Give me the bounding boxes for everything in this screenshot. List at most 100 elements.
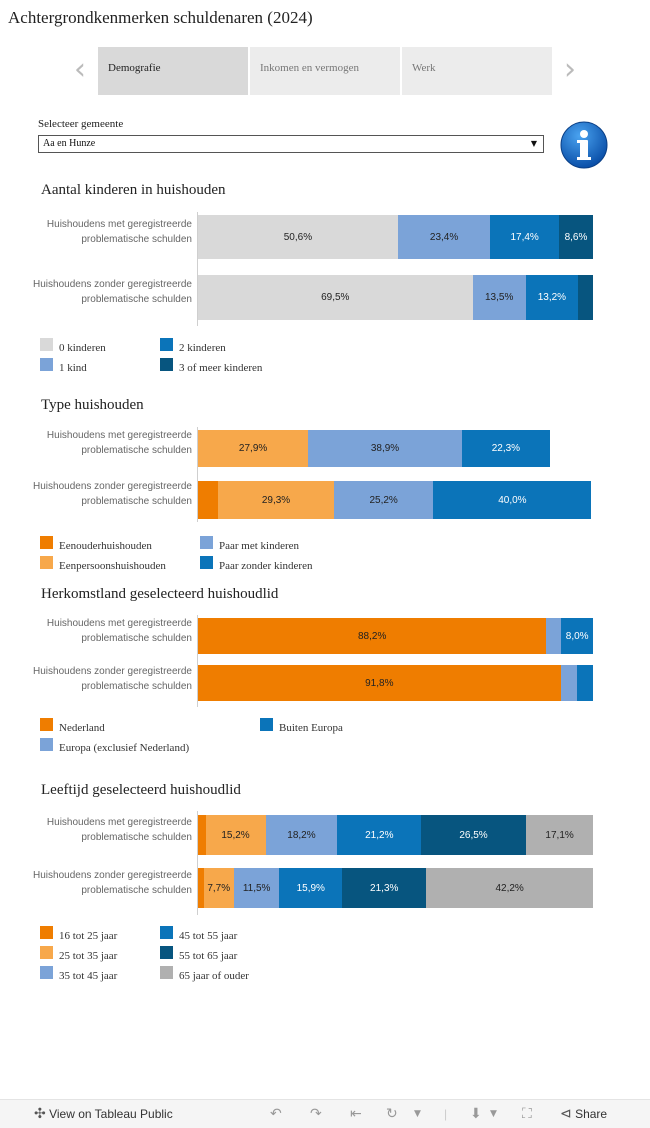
legend-swatch — [40, 946, 53, 959]
toolbar-divider: | — [444, 1107, 448, 1121]
chevron-left-icon[interactable]: ‹ — [74, 52, 86, 87]
legend-swatch — [160, 966, 173, 979]
refresh-icon[interactable]: ↻ — [386, 1106, 398, 1122]
page-title: Achtergrondkenmerken schuldenaren (2024) — [8, 8, 313, 27]
bar-segment[interactable]: 21,3% — [342, 868, 427, 908]
bar-segment[interactable]: 22,3% — [461, 430, 550, 467]
bar-segment[interactable]: 17,4% — [490, 215, 560, 259]
view-on-tableau-label: View on Tableau Public — [49, 1107, 173, 1121]
bar-segment[interactable] — [198, 868, 204, 908]
bar-segment[interactable] — [560, 665, 578, 701]
bar-segment[interactable] — [577, 665, 593, 701]
view-on-tableau-public-link[interactable]: ✣ View on Tableau Public — [34, 1100, 173, 1128]
bar-segment[interactable]: 7,7% — [203, 868, 234, 908]
info-icon[interactable] — [560, 121, 608, 169]
bar-value-label: 27,9% — [238, 443, 268, 454]
legend-label: 0 kinderen — [59, 342, 106, 354]
bar-track: 91,8% — [198, 665, 593, 701]
bar-value-label: 21,2% — [365, 829, 394, 841]
legend-label: 65 jaar of ouder — [179, 970, 249, 982]
fullscreen-icon[interactable]: ⛶ — [522, 1106, 532, 1122]
axis-line — [197, 811, 198, 915]
legend-label: 55 tot 65 jaar — [179, 950, 238, 962]
bar-segment[interactable]: 13,2% — [525, 275, 578, 320]
bar-value-label: 11,5% — [242, 882, 271, 894]
bar-segment[interactable]: 18,2% — [265, 815, 338, 855]
bar-value-label: 42,2% — [495, 882, 524, 894]
chevron-down-icon[interactable]: ▼ — [414, 1109, 421, 1119]
tab-demografie[interactable]: Demografie — [98, 47, 248, 95]
download-icon[interactable]: ⬇ — [470, 1106, 482, 1122]
share-icon: ⊲ — [560, 1106, 572, 1122]
chart-title-herkomstland: Herkomstland geselecteerd huishoudlid — [41, 586, 279, 602]
legend-swatch — [160, 926, 173, 939]
legend-label: 25 tot 35 jaar — [59, 950, 118, 962]
legend-label: 3 of meer kinderen — [179, 362, 263, 374]
row-label: Huishoudens met geregistreerde problemat… — [46, 618, 192, 644]
share-label: Share — [575, 1107, 608, 1121]
bar-segment[interactable]: 91,8% — [198, 665, 561, 701]
legend-label: Paar met kinderen — [219, 540, 300, 552]
bar-segment[interactable]: 29,3% — [218, 481, 334, 519]
axis-line — [197, 212, 198, 326]
row-label: Huishoudens zonder geregistreerde proble… — [33, 279, 192, 305]
legend-label: 35 tot 45 jaar — [59, 970, 118, 982]
tableau-logo-icon: ✣ — [34, 1106, 46, 1122]
bar-value-label: 17,4% — [510, 231, 539, 243]
chart-title-kinderen: Aantal kinderen in huishouden — [41, 182, 226, 198]
municipality-select-value: Aa en Hunze — [43, 138, 96, 149]
bar-segment[interactable]: 17,1% — [525, 815, 594, 855]
legend-label: 1 kind — [59, 362, 87, 374]
legend-swatch — [200, 536, 213, 549]
bar-segment[interactable]: 42,2% — [426, 868, 593, 908]
tab-inkomen-en-vermogen[interactable]: Inkomen en vermogen — [250, 47, 400, 95]
bar-segment[interactable] — [198, 815, 206, 855]
bar-track: 15,2% 18,2% 21,2% 26,5% 17,1% — [198, 815, 594, 855]
bar-segment[interactable]: 40,0% — [433, 481, 592, 519]
chart-title-leeftijd: Leeftijd geselecteerd huishoudlid — [41, 782, 241, 798]
bar-track: 88,2% 8,0% — [198, 618, 593, 654]
bar-value-label: 13,5% — [484, 292, 514, 303]
row-label: Huishoudens met geregistreerde problemat… — [46, 817, 192, 843]
bar-segment[interactable]: 50,6% — [198, 215, 398, 259]
tab-werk[interactable]: Werk — [402, 47, 552, 95]
row-label: Huishoudens met geregistreerde problemat… — [46, 219, 192, 245]
share-button[interactable]: ⊲ Share — [560, 1100, 607, 1128]
bar-segment[interactable]: 21,2% — [337, 815, 422, 855]
municipality-select[interactable]: Aa en Hunze ▼ — [38, 135, 544, 153]
bar-segment[interactable]: 15,9% — [279, 868, 343, 908]
legend-label: 45 tot 55 jaar — [179, 930, 238, 942]
bar-segment[interactable]: 8,6% — [559, 215, 593, 259]
bar-track: 69,5% 13,5% 13,2% — [198, 275, 593, 320]
legend-swatch — [160, 358, 173, 371]
bar-segment[interactable] — [546, 618, 562, 654]
bar-segment[interactable]: 11,5% — [233, 868, 280, 908]
chevron-down-icon[interactable]: ▼ — [490, 1109, 497, 1119]
bar-segment[interactable]: 38,9% — [308, 430, 462, 467]
bar-segment[interactable] — [577, 275, 593, 320]
bar-segment[interactable]: 27,9% — [198, 430, 309, 467]
legend-label: Paar zonder kinderen — [219, 560, 313, 572]
bar-value-label: 38,9% — [370, 443, 400, 454]
bar-segment[interactable] — [198, 481, 219, 519]
bar-value-label: 22,3% — [491, 443, 521, 454]
bar-segment[interactable]: 15,2% — [205, 815, 266, 855]
bar-value-label: 26,5% — [459, 829, 488, 841]
legend-swatch — [160, 946, 173, 959]
legend-swatch — [40, 536, 53, 549]
undo-icon[interactable]: ↶ — [270, 1106, 282, 1122]
revert-icon[interactable]: ⇤ — [350, 1106, 362, 1122]
bar-segment[interactable]: 25,2% — [333, 481, 434, 519]
bar-segment[interactable]: 88,2% — [198, 618, 547, 654]
bar-track: 7,7% 11,5% 15,9% 21,3% 42,2% — [198, 868, 593, 908]
row-label: Huishoudens zonder geregistreerde proble… — [33, 481, 192, 507]
bar-track: 50,6% 23,4% 17,4% 8,6% — [198, 215, 593, 259]
bar-segment[interactable]: 8,0% — [561, 618, 593, 654]
axis-line — [197, 427, 198, 522]
bar-segment[interactable]: 23,4% — [397, 215, 491, 259]
bar-segment[interactable]: 69,5% — [198, 275, 473, 320]
bar-segment[interactable]: 26,5% — [421, 815, 526, 855]
bar-segment[interactable]: 13,5% — [472, 275, 526, 320]
redo-icon[interactable]: ↷ — [310, 1106, 322, 1122]
chevron-right-icon[interactable]: › — [564, 52, 576, 87]
